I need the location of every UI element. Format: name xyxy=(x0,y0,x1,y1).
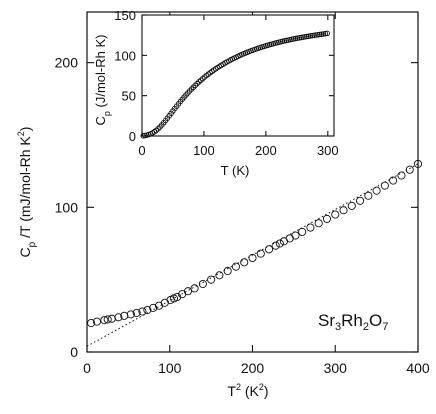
main-y-axis-label: Cp /T (mJ/mol-Rh K2) xyxy=(16,127,38,258)
main-data-point xyxy=(107,314,116,323)
main-data-point xyxy=(143,305,152,315)
main-x-tick-label: 0 xyxy=(83,360,91,376)
main-data-point xyxy=(126,310,135,319)
inset-y-tick-label: 150 xyxy=(114,8,136,23)
main-x-axis-label: T2 (K2) xyxy=(227,382,268,399)
main-data-point xyxy=(231,262,240,271)
main-data-point xyxy=(100,316,109,325)
main-axis-ticks: 0 100 200 300 400 0 100 200 xyxy=(55,12,430,376)
main-data-point xyxy=(291,231,300,240)
inset-x-tick-label: 0 xyxy=(138,143,145,158)
main-data-point xyxy=(405,165,414,174)
main-data-point xyxy=(173,292,182,302)
main-data-point xyxy=(149,303,158,312)
main-data-point xyxy=(298,227,307,236)
main-data-point xyxy=(306,223,315,232)
inset-data-point xyxy=(140,133,146,139)
main-data-point xyxy=(347,201,356,210)
main-data-point xyxy=(190,284,199,293)
inset-data-point xyxy=(309,32,316,39)
main-data-point xyxy=(198,279,207,289)
main-data-point xyxy=(275,239,284,248)
main-data-point xyxy=(138,307,147,316)
inset-x-tick-label: 300 xyxy=(317,143,339,158)
inset-data-point xyxy=(313,32,319,38)
main-data-point xyxy=(397,171,406,180)
main-data-point xyxy=(92,317,101,326)
main-data-point xyxy=(132,308,141,317)
main-y-tick-label: 100 xyxy=(55,199,79,215)
main-x-tick-label: 200 xyxy=(241,360,265,376)
main-data-point xyxy=(339,206,348,215)
main-y-tick-label: 0 xyxy=(70,344,78,360)
main-x-tick-label: 400 xyxy=(406,360,430,376)
inset-data-point xyxy=(324,30,330,37)
main-data-point xyxy=(264,245,274,254)
main-x-tick-label: 300 xyxy=(324,360,348,376)
main-data-point xyxy=(87,319,96,328)
main-data-point xyxy=(364,191,373,200)
main-data-point xyxy=(331,210,340,219)
inset-data-point xyxy=(318,31,325,37)
main-data-points xyxy=(87,159,423,328)
main-data-point xyxy=(248,253,257,263)
main-data-point xyxy=(271,241,280,250)
inset-data-points xyxy=(140,30,330,139)
main-data-point xyxy=(223,266,232,276)
main-data-point xyxy=(356,196,365,205)
main-fit-line-layer xyxy=(86,163,419,347)
main-x-tick-label: 100 xyxy=(158,360,182,376)
main-data-point xyxy=(215,271,224,280)
main-data-point xyxy=(183,287,193,296)
main-data-point xyxy=(413,159,423,168)
fit-line xyxy=(86,163,419,347)
main-data-point xyxy=(207,275,216,284)
main-data-point xyxy=(103,315,112,324)
inset-y-tick-label: 50 xyxy=(122,89,136,104)
inset-x-tick-label: 100 xyxy=(193,143,215,158)
inset-y-axis-label: Cp (J/mol-Rh K) xyxy=(93,35,112,126)
main-data-point xyxy=(389,176,398,185)
inset-data-point xyxy=(322,30,329,37)
inset-x-axis-label: T (K) xyxy=(221,163,250,178)
inset-y-tick-label: 100 xyxy=(114,48,136,63)
main-data-point xyxy=(322,214,332,223)
main-data-point xyxy=(314,219,323,228)
main-y-tick-label: 200 xyxy=(55,55,79,71)
main-data-point xyxy=(372,186,381,195)
inset-x-tick-label: 200 xyxy=(255,143,277,158)
inset-y-tick-label: 0 xyxy=(129,129,136,144)
inset-axis-ticks: 0 100 200 300 0 50 100 150 xyxy=(114,8,338,158)
main-data-point xyxy=(380,181,389,190)
main-data-point xyxy=(240,258,249,267)
compound-annotation: Sr3Rh2O7 xyxy=(318,311,388,333)
main-data-point xyxy=(256,249,265,258)
inset-data-point xyxy=(317,31,323,38)
main-data-point xyxy=(114,313,123,322)
